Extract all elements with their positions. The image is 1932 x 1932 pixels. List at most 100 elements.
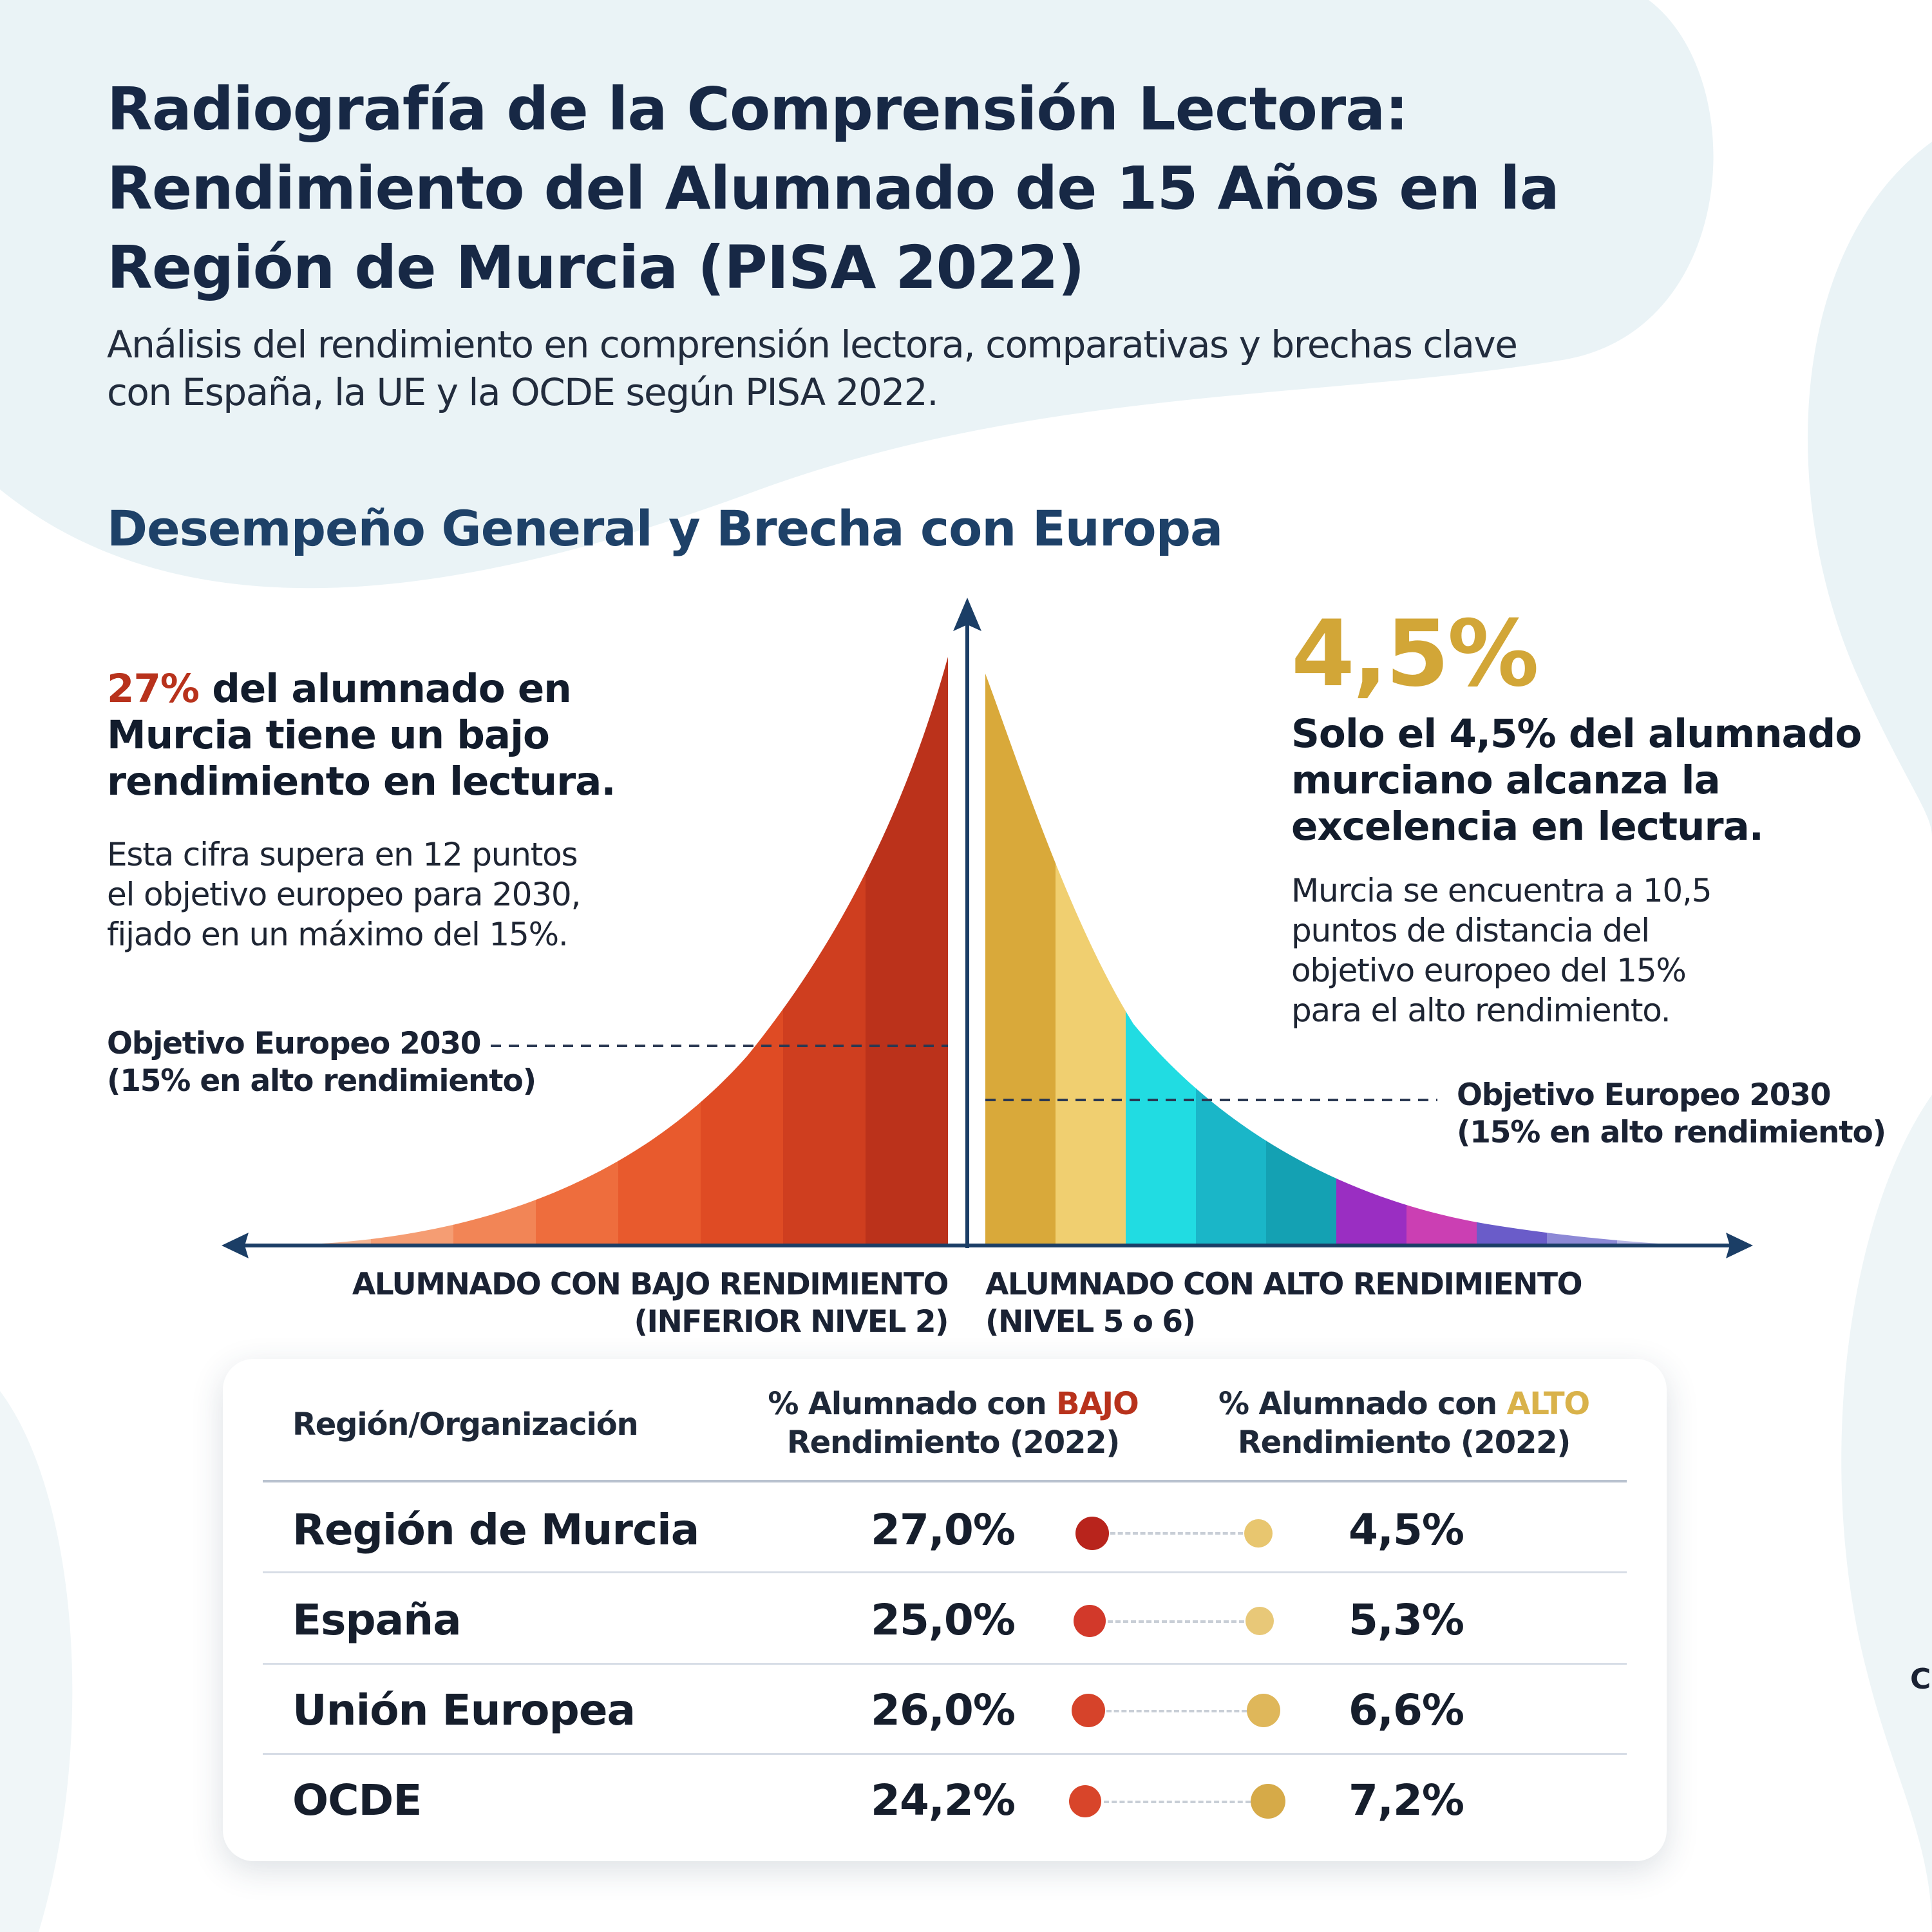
right-objective-line-1: Objetivo Europeo 2030 [1457,1077,1831,1113]
table-row-high-value: 7,2% [1349,1776,1464,1825]
col-header-low-highlight: BAJO [1056,1386,1139,1422]
col-header-low-line-1: % Alumnado con BAJO [728,1385,1179,1423]
right-objective-label: Objetivo Europeo 2030 (15% en alto rendi… [1457,1077,1886,1151]
high-axis-label-line-1: ALUMNADO CON ALTO RENDIMIENTO [985,1267,1583,1302]
right-body-line-2: puntos de distancia del [1291,912,1650,949]
col-header-region: Región/Organización [292,1406,639,1443]
dot-connector-line [1104,1801,1251,1803]
table-row-name: OCDE [292,1776,422,1825]
left-body-line-3: fijado en un máximo del 15%. [107,916,569,953]
col-header-high-highlight: ALTO [1506,1386,1590,1422]
page-title-line-1: Radiografía de la Comprensión Lectora: [107,75,1408,144]
low-rate-dot [1072,1694,1105,1727]
left-body-line-1: Esta cifra supera en 12 puntos [107,836,578,873]
table-row-divider [263,1753,1627,1755]
high-performance-band [1056,674,1126,1245]
dot-connector-line [1108,1620,1244,1623]
right-body-line-4: para el alto rendimiento. [1291,992,1671,1029]
high-performance-band [1406,674,1477,1245]
high-performance-area [985,674,1687,1245]
col-header-high: % Alumnado con ALTO Rendimiento (2022) [1179,1385,1629,1462]
table-row-name: España [292,1595,462,1645]
col-header-high-line-2: Rendimiento (2022) [1237,1425,1571,1461]
left-headline-line-3: rendimiento en lectura. [107,759,616,804]
high-rate-dot [1251,1784,1285,1819]
cropped-edge-glyph: C [1910,1663,1931,1696]
table-row-high-value: 4,5% [1349,1505,1464,1555]
low-performance-area [270,657,948,1245]
table-row-name: Unión Europea [292,1685,636,1735]
right-body: Murcia se encuentra a 10,5 puntos de dis… [1291,871,1712,1030]
page-title-line-2: Rendimiento del Alumnado de 15 Años en l… [107,154,1560,223]
axis-arrow-right-icon [1726,1233,1753,1258]
col-header-high-prefix: % Alumnado con [1218,1386,1507,1422]
right-headline-line-2: murciano alcanza la [1291,757,1721,803]
high-axis-label: ALUMNADO CON ALTO RENDIMIENTO (NIVEL 5 o… [985,1266,1583,1341]
low-performance-band [371,657,454,1245]
high-rate-dot [1245,1607,1274,1635]
section-heading: Desempeño General y Brecha con Europa [107,500,1223,557]
high-performance-band [1196,674,1267,1245]
dot-connector-line [1106,1710,1247,1712]
col-header-low-line-2: Rendimiento (2022) [786,1425,1120,1461]
table-row-name: Región de Murcia [292,1505,699,1555]
page-subtitle-line-1: Análisis del rendimiento en comprensión … [107,323,1518,366]
right-body-line-1: Murcia se encuentra a 10,5 [1291,872,1712,909]
high-rate-dot [1247,1694,1280,1727]
table-row-divider [263,1571,1627,1573]
left-headline-line-2: Murcia tiene un bajo [107,712,550,758]
right-headline-line-1: Solo el 4,5% del alumnado [1291,711,1862,757]
right-headline-line-3: excelencia en lectura. [1291,804,1764,849]
high-axis-label-line-2: (NIVEL 5 o 6) [985,1304,1196,1340]
background-blob-top [0,0,1714,589]
low-axis-label: ALUMNADO CON BAJO RENDIMIENTO (INFERIOR … [270,1266,949,1341]
high-performance-band [1126,674,1197,1245]
low-axis-label-line-1: ALUMNADO CON BAJO RENDIMIENTO [352,1267,949,1302]
low-rate-dot [1075,1517,1109,1550]
col-header-low: % Alumnado con BAJO Rendimiento (2022) [728,1385,1179,1462]
background-blob-bottom-left [0,1391,73,1932]
low-performance-stat: 27% [107,666,200,712]
left-objective-line-1: Objetivo Europeo 2030 [107,1026,481,1061]
left-objective-line-2: (15% en alto rendimiento) [107,1063,536,1099]
left-headline-line-1: 27% del alumnado en [107,666,616,712]
high-performance-band [1266,674,1337,1245]
table-row-divider [263,1663,1627,1665]
low-axis-label-line-2: (INFERIOR NIVEL 2) [634,1304,949,1340]
background-blob-bottom-right [1841,1095,1932,1932]
left-body-line-2: el objetivo europeo para 2030, [107,876,581,913]
high-rate-dot [1244,1519,1273,1548]
high-performance-band [1336,674,1407,1245]
high-performance-band [1477,674,1548,1245]
right-body-line-3: objetivo europeo del 15% [1291,952,1687,989]
low-performance-band [783,657,866,1245]
comparison-table-card [223,1359,1667,1861]
right-headline: Solo el 4,5% del alumnado murciano alcan… [1291,711,1862,850]
page-subtitle-line-2: con España, la UE y la OCDE según PISA 2… [107,370,939,414]
low-performance-band [289,657,372,1245]
axis-arrow-left-icon [222,1233,249,1258]
dot-connector-line [1110,1532,1243,1535]
high-performance-stat: 4,5% [1291,601,1539,707]
right-objective-line-2: (15% en alto rendimiento) [1457,1115,1886,1150]
table-row-low-value: 26,0% [871,1685,1016,1735]
table-header-divider [263,1480,1627,1482]
page-subtitle: Análisis del rendimiento en comprensión … [107,321,1846,416]
high-performance-band [1547,674,1618,1245]
col-header-high-line-1: % Alumnado con ALTO [1179,1385,1629,1423]
high-performance-band [1617,674,1687,1245]
axis-arrow-up-icon [953,598,981,631]
table-row-low-value: 25,0% [871,1595,1016,1645]
low-performance-band [453,657,536,1245]
table-row-high-value: 5,3% [1349,1595,1464,1645]
low-performance-band [618,657,701,1245]
left-headline-text: del alumnado en [199,666,571,712]
low-performance-band [866,657,948,1245]
table-row-low-value: 27,0% [871,1505,1016,1555]
low-rate-dot [1074,1605,1106,1637]
left-body: Esta cifra supera en 12 puntos el objeti… [107,835,581,954]
low-performance-band [270,657,289,1245]
high-performance-band [985,674,1056,1245]
